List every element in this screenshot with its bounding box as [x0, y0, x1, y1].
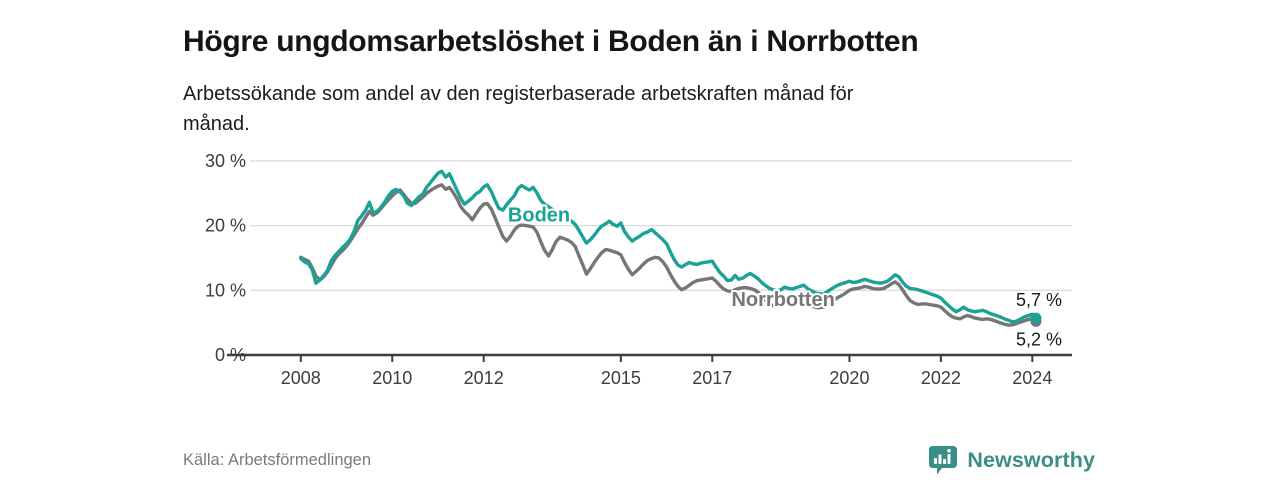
y-tick-label: 10 % [205, 280, 246, 300]
chart-subtitle: Arbetssökande som andel av den registerb… [183, 83, 854, 135]
norrbotten-end-value-label: 5,2 % [1016, 329, 1062, 349]
boden-line [299, 169, 1038, 324]
norrbotten-inline-label: Norrbotten [731, 289, 834, 311]
boden-end-value-label: 5,7 % [1016, 290, 1062, 310]
x-tick-label: 2010 [372, 368, 412, 388]
x-tick-label: 2017 [692, 368, 732, 388]
x-tick-label: 2015 [601, 368, 641, 388]
chart-title: Högre ungdomsarbetslöshet i Boden än i N… [183, 25, 919, 59]
x-tick-label: 2008 [281, 368, 321, 388]
x-tick-label: 2024 [1012, 368, 1052, 388]
x-tick-label: 2020 [829, 368, 869, 388]
boden-end-dot [1030, 312, 1042, 324]
x-tick-label: 2022 [921, 368, 961, 388]
norrbotten-line [299, 183, 1038, 327]
y-tick-label: 30 % [205, 151, 246, 171]
source-note: Källa: Arbetsförmedlingen [183, 451, 372, 469]
boden-inline-label: Boden [508, 205, 570, 227]
newsworthy-wordmark: Newsworthy [967, 447, 1095, 472]
newsworthy-logo: Newsworthy [928, 443, 1095, 477]
newsworthy-bars-icon [929, 445, 958, 474]
y-tick-label: 20 % [205, 216, 246, 236]
x-tick-label: 2012 [464, 368, 504, 388]
